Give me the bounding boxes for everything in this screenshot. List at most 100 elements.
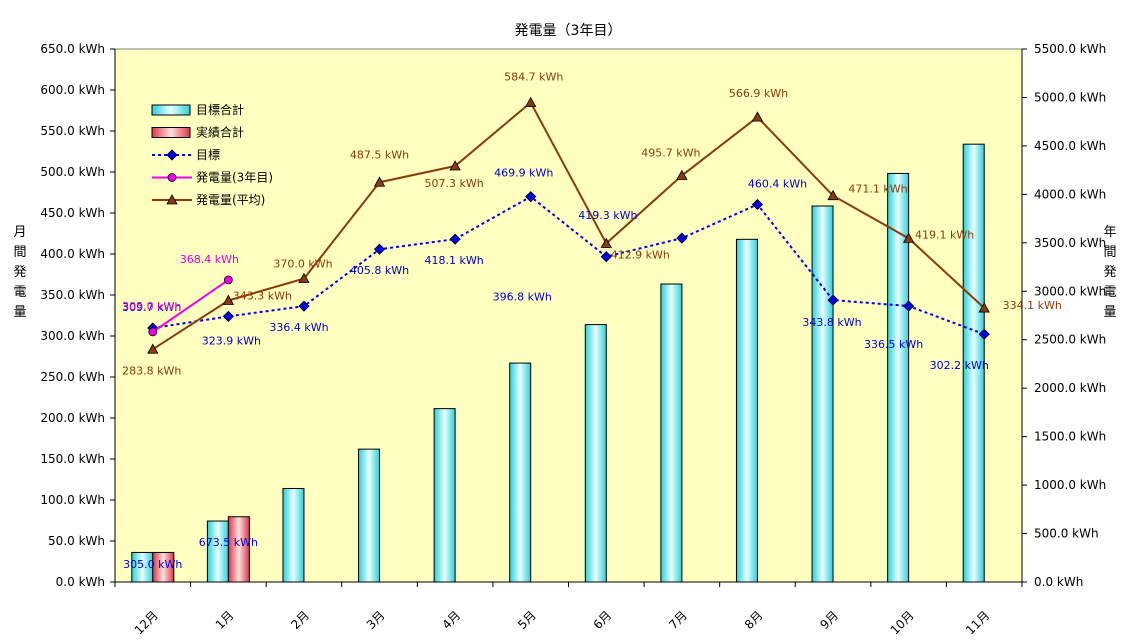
x-tick-label: 2月 xyxy=(288,608,312,632)
marker-0 xyxy=(449,233,461,245)
marker-0 xyxy=(298,300,310,312)
marker-2 xyxy=(525,96,537,107)
data-label: 405.8 kWh xyxy=(350,264,409,277)
left-tick-label: 50.0 kWh xyxy=(48,534,105,548)
data-label: 309.7 kWh xyxy=(122,301,181,314)
left-tick-label: 400.0 kWh xyxy=(40,247,105,261)
right-axis-title: 年間発電量 xyxy=(1103,225,1116,320)
left-tick-label: 300.0 kWh xyxy=(40,329,105,343)
bar-target-total xyxy=(811,205,834,583)
x-tick-label: 7月 xyxy=(666,608,690,632)
data-label: 469.9 kWh xyxy=(494,167,553,180)
data-label: 412.9 kWh xyxy=(611,248,670,261)
legend-label: 目標合計 xyxy=(196,102,244,117)
left-tick-label: 550.0 kWh xyxy=(40,124,105,138)
bar-series xyxy=(131,143,985,583)
right-tick-label: 4000.0 kWh xyxy=(1034,187,1106,201)
marker-2 xyxy=(147,343,159,354)
data-label: 419.3 kWh xyxy=(578,209,637,222)
marker-0 xyxy=(978,328,990,340)
marker-0 xyxy=(222,310,234,322)
x-tick-label: 5月 xyxy=(515,608,539,632)
data-label: 460.4 kWh xyxy=(748,177,807,190)
left-tick-label: 100.0 kWh xyxy=(40,493,105,507)
bar-target-total xyxy=(433,408,456,583)
data-label: 419.1 kWh xyxy=(915,228,974,241)
data-label: 495.7 kWh xyxy=(641,147,700,160)
chart-title: 発電量（3年目） xyxy=(515,23,622,39)
data-label: 471.1 kWh xyxy=(848,183,907,196)
right-tick-label: 5500.0 kWh xyxy=(1034,42,1106,56)
marker-0 xyxy=(676,232,688,244)
bar-target-total xyxy=(509,362,532,583)
marker-2 xyxy=(373,176,386,187)
x-tick-label: 6月 xyxy=(591,608,615,632)
legend-swatch xyxy=(151,104,191,116)
bar-target-total xyxy=(660,283,683,583)
marker-2 xyxy=(600,237,612,248)
data-label: 368.4 kWh xyxy=(180,253,239,266)
x-tick-label: 4月 xyxy=(439,608,463,632)
data-label: 323.9 kWh xyxy=(202,334,261,347)
marker-2 xyxy=(978,302,990,313)
legend-marker xyxy=(166,149,178,161)
marker-2 xyxy=(222,294,235,305)
line-1 xyxy=(152,279,229,333)
right-tick-label: 0.0 kWh xyxy=(1034,575,1083,589)
x-tick-label: 9月 xyxy=(817,608,841,632)
right-tick-label: 2500.0 kWh xyxy=(1034,333,1106,347)
bar-actual-total xyxy=(152,551,175,583)
marker-2 xyxy=(449,160,461,171)
x-tick-label: 1月 xyxy=(213,608,237,632)
marker-2 xyxy=(298,272,310,284)
legend-marker xyxy=(167,173,177,182)
data-label: 305.0 kWh xyxy=(122,300,181,313)
data-label: 566.9 kWh xyxy=(729,87,788,100)
data-label: 487.5 kWh xyxy=(350,148,409,161)
left-axis-title: 月間発電量 xyxy=(13,225,26,320)
left-tick-label: 200.0 kWh xyxy=(40,411,105,425)
data-label: 343.8 kWh xyxy=(802,316,861,329)
legend-marker xyxy=(166,194,178,205)
marker-2 xyxy=(827,189,839,201)
data-label: 283.8 kWh xyxy=(122,364,181,377)
data-label: 343.3 kWh xyxy=(233,289,292,302)
left-tick-label: 500.0 kWh xyxy=(40,165,105,179)
bar-target-total xyxy=(962,143,985,583)
data-label: 507.3 kWh xyxy=(425,177,484,190)
line-2 xyxy=(152,100,985,351)
data-label: 370.0 kWh xyxy=(273,258,332,271)
x-tick-label: 3月 xyxy=(364,608,388,632)
bar-target-total xyxy=(282,487,305,583)
data-label: 336.5 kWh xyxy=(864,338,923,351)
right-tick-label: 1000.0 kWh xyxy=(1034,478,1106,492)
right-tick-label: 3000.0 kWh xyxy=(1034,284,1106,298)
left-tick-label: 250.0 kWh xyxy=(40,370,105,384)
data-label: 334.1 kWh xyxy=(1003,299,1062,312)
left-tick-label: 650.0 kWh xyxy=(40,42,105,56)
left-tick-label: 600.0 kWh xyxy=(40,83,105,97)
data-label: 418.1 kWh xyxy=(425,254,484,267)
marker-1 xyxy=(223,275,233,285)
marker-2 xyxy=(902,232,915,243)
x-tick-label: 12月 xyxy=(132,608,161,637)
legend-label: 発電量(平均) xyxy=(196,193,265,207)
legend-label: 発電量(3年目) xyxy=(196,171,273,185)
data-label: 305.0 kWh xyxy=(123,558,182,571)
left-tick-label: 450.0 kWh xyxy=(40,206,105,220)
data-label: 584.7 kWh xyxy=(504,71,563,84)
legend-swatch xyxy=(151,127,191,138)
marker-0 xyxy=(827,294,839,306)
data-label: 673.5 kWh xyxy=(199,536,258,549)
line-series xyxy=(147,96,990,354)
marker-1 xyxy=(148,327,158,337)
right-axis: 0.0 kWh 500.0 kWh 1000.0 kWh 1500.0 kWh 2000… xyxy=(1021,42,1106,589)
bar-actual-total xyxy=(227,516,250,583)
plot-area xyxy=(114,48,1023,583)
data-label: 396.8 kWh xyxy=(493,291,552,304)
bar-target-total xyxy=(584,324,607,583)
data-label: 336.4 kWh xyxy=(269,321,328,334)
line-0 xyxy=(152,195,985,336)
left-tick-label: 0.0 kWh xyxy=(56,575,105,589)
bar-target-total xyxy=(358,448,381,583)
